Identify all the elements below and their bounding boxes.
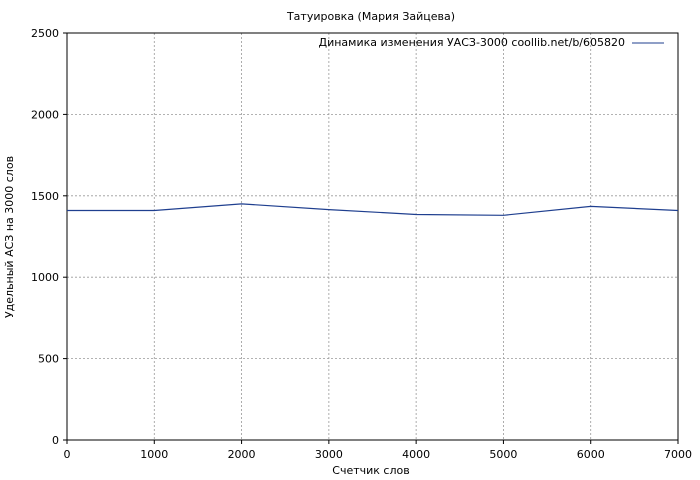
x-axis-label: Счетчик слов [332,464,409,477]
x-tick-label: 5000 [489,448,517,461]
plot-frame [66,32,679,441]
y-tick-label: 1500 [31,190,59,203]
y-axis: 0 500 1000 1500 2000 2500 [31,27,67,447]
y-tick-label: 500 [38,353,59,366]
x-tick-label: 1000 [140,448,168,461]
grid-lines [67,33,678,440]
x-tick-label: 3000 [315,448,343,461]
y-tick-label: 2000 [31,108,59,121]
x-tick-label: 2000 [228,448,256,461]
y-tick-label: 1000 [31,271,59,284]
x-tick-label: 7000 [664,448,692,461]
y-axis-label: Удельный АСЗ на 3000 слов [3,156,16,318]
x-tick-label: 4000 [402,448,430,461]
series-layer [67,203,679,216]
legend: Динамика изменения УАСЗ-3000 coollib.net… [319,36,664,49]
x-tick-label: 0 [64,448,71,461]
y-tick-label: 0 [52,434,59,447]
y-tick-label: 2500 [31,27,59,40]
series-line [67,203,679,216]
x-tick-label: 6000 [577,448,605,461]
chart-title: Татуировка (Мария Зайцева) [286,10,455,23]
legend-label: Динамика изменения УАСЗ-3000 coollib.net… [319,36,626,49]
x-axis: 0 1000 2000 3000 4000 5000 6000 7000 [64,440,692,461]
